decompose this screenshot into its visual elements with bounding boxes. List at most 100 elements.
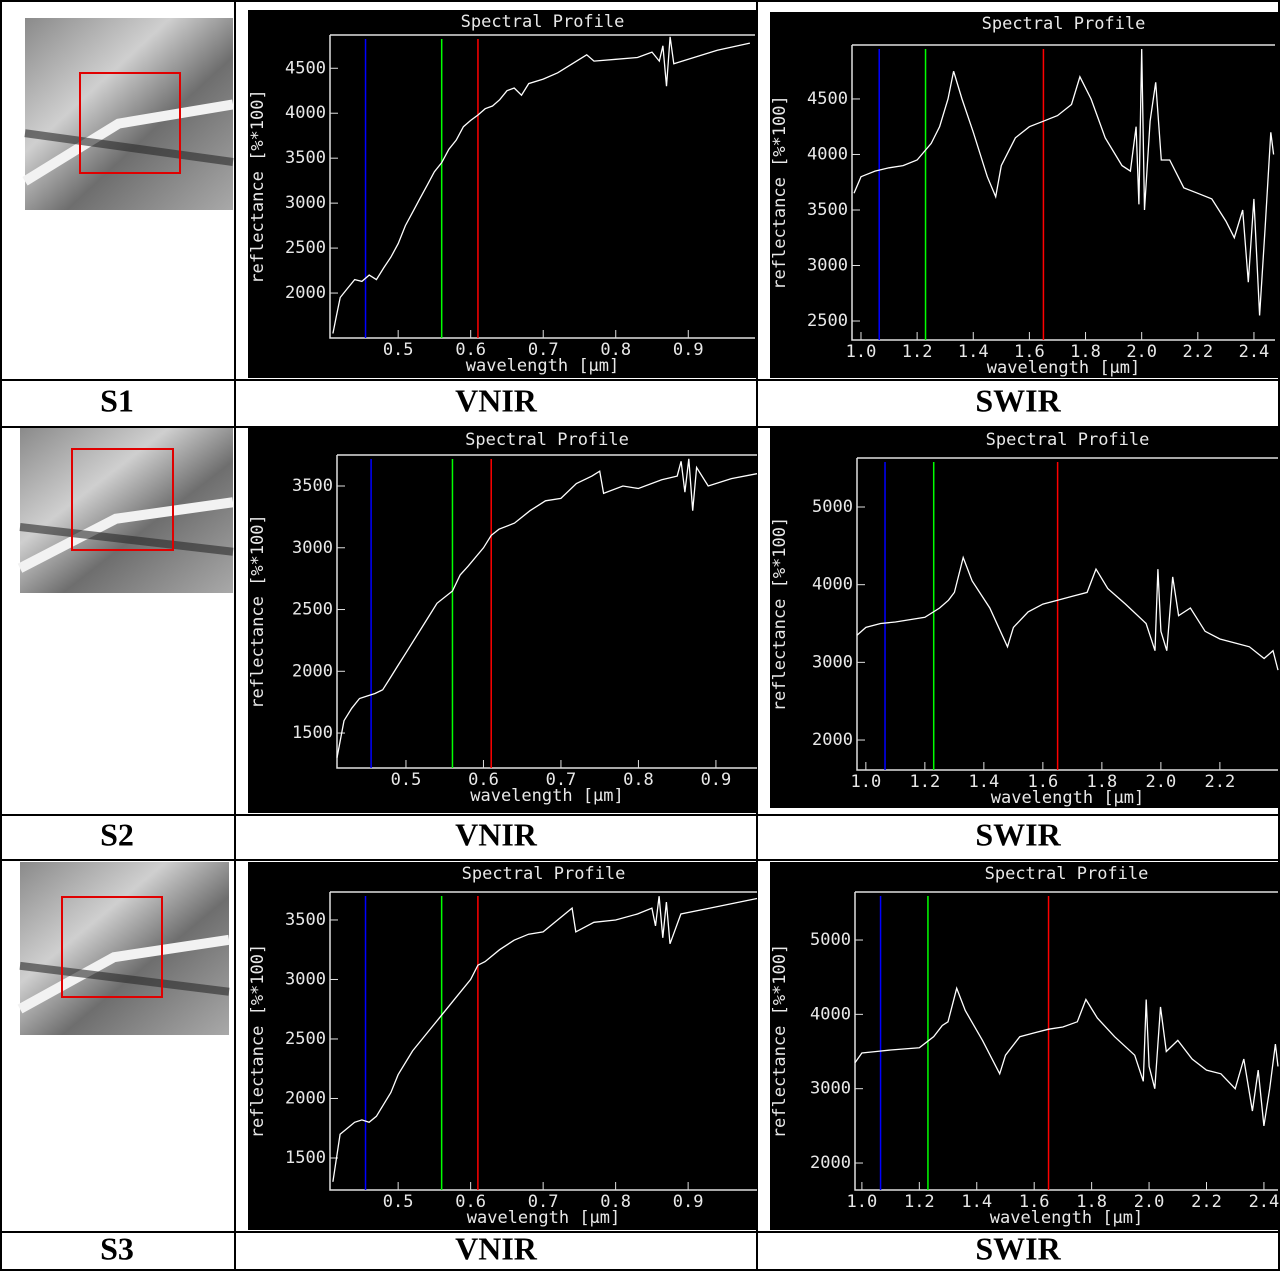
y-tick-label: 2000: [285, 283, 326, 303]
y-tick-label: 3500: [807, 200, 848, 220]
chart-title: Spectral Profile: [985, 864, 1149, 884]
x-tick-label: 0.9: [673, 340, 704, 360]
axis-frame: [329, 35, 755, 339]
y-axis-label: reflectance [%*100]: [770, 517, 790, 711]
x-tick-label: 2.0: [1126, 342, 1157, 362]
row-label: S3: [100, 1230, 134, 1266]
y-tick-label: 5000: [810, 930, 851, 950]
thumbnail-ridge: [17, 497, 234, 573]
thumbnail-shadow: [19, 961, 230, 996]
row-label: VNIR: [455, 382, 538, 418]
x-axis-label: wavelength [μm]: [990, 1208, 1144, 1228]
axis-frame: [854, 892, 1278, 1191]
x-tick-label: 2.4: [1239, 342, 1270, 362]
y-tick-label: 5000: [812, 497, 853, 517]
y-axis-label: reflectance [%*100]: [248, 944, 268, 1138]
row-label: SWIR: [975, 816, 1061, 852]
selection-box: [61, 896, 163, 998]
x-tick-label: 1.6: [1014, 342, 1045, 362]
y-tick-label: 3000: [807, 256, 848, 276]
chart-panel: [248, 428, 757, 813]
row-label: SWIR: [975, 1230, 1061, 1266]
y-tick-label: 3000: [285, 193, 326, 213]
row-label: VNIR: [455, 1230, 538, 1266]
y-tick-label: 3500: [285, 910, 326, 930]
x-axis-label: wavelength [μm]: [467, 1208, 621, 1228]
y-axis-label: reflectance [%*100]: [248, 89, 268, 283]
x-tick-label: 1.2: [904, 1192, 935, 1212]
x-tick-label: 2.0: [1134, 1192, 1165, 1212]
y-tick-label: 2000: [810, 1153, 851, 1173]
x-tick-label: 1.2: [902, 342, 933, 362]
x-tick-label: 0.7: [528, 1192, 559, 1212]
y-tick-label: 1500: [292, 723, 333, 743]
x-tick-label: 1.6: [1028, 772, 1059, 792]
x-tick-label: 1.0: [847, 1192, 878, 1212]
row-label: VNIR: [455, 816, 538, 852]
x-tick-label: 0.7: [528, 340, 559, 360]
thumbnail-shadow: [24, 129, 234, 166]
x-tick-label: 1.2: [909, 772, 940, 792]
y-tick-label: 1500: [285, 1148, 326, 1168]
y-tick-label: 4000: [812, 575, 853, 595]
chart-title: Spectral Profile: [982, 14, 1146, 34]
y-axis-label: reflectance [%*100]: [248, 514, 268, 708]
x-tick-label: 0.6: [455, 340, 486, 360]
x-tick-label: 1.0: [850, 772, 881, 792]
chart-title: Spectral Profile: [461, 12, 625, 32]
x-tick-label: 0.5: [383, 1192, 414, 1212]
x-tick-label: 1.6: [1019, 1192, 1050, 1212]
y-tick-label: 3500: [292, 476, 333, 496]
x-tick-label: 1.8: [1087, 772, 1118, 792]
y-tick-label: 2500: [285, 238, 326, 258]
y-tick-label: 2000: [292, 661, 333, 681]
y-tick-label: 2000: [812, 730, 853, 750]
y-axis-label: reflectance [%*100]: [770, 944, 790, 1138]
y-tick-label: 3000: [812, 652, 853, 672]
x-tick-label: 0.8: [623, 770, 654, 790]
selection-box: [79, 72, 181, 174]
x-tick-label: 1.8: [1070, 342, 1101, 362]
x-axis-label: wavelength [μm]: [987, 358, 1141, 378]
axis-frame: [336, 455, 757, 769]
x-tick-label: 0.5: [383, 340, 414, 360]
spectrum-line: [854, 986, 1279, 1127]
chart-panel: [770, 428, 1278, 808]
row-label: SWIR: [975, 382, 1061, 418]
y-tick-label: 2000: [285, 1088, 326, 1108]
x-tick-label: 0.6: [455, 1192, 486, 1212]
chart-panel: [248, 862, 757, 1230]
y-axis-label: reflectance [%*100]: [770, 95, 790, 289]
chart-panel: [248, 10, 757, 378]
y-tick-label: 4000: [810, 1004, 851, 1024]
x-tick-label: 0.6: [468, 770, 499, 790]
y-tick-label: 2500: [292, 600, 333, 620]
y-tick-label: 3000: [292, 538, 333, 558]
x-tick-label: 1.0: [846, 342, 877, 362]
row-label: S1: [100, 382, 134, 418]
axis-frame: [851, 45, 1275, 341]
x-tick-label: 0.7: [546, 770, 577, 790]
x-tick-label: 0.9: [701, 770, 732, 790]
x-tick-label: 1.4: [961, 1192, 992, 1212]
spectrum-line: [332, 896, 758, 1182]
y-tick-label: 3500: [285, 148, 326, 168]
x-tick-label: 0.5: [391, 770, 422, 790]
x-axis-label: wavelength [μm]: [991, 788, 1145, 808]
y-tick-label: 3000: [285, 969, 326, 989]
x-tick-label: 1.8: [1076, 1192, 1107, 1212]
x-tick-label: 2.0: [1146, 772, 1177, 792]
y-tick-label: 4500: [285, 58, 326, 78]
selection-box: [71, 448, 174, 551]
spectrum-line: [856, 555, 1279, 671]
chart-title: Spectral Profile: [986, 430, 1150, 450]
thumbnail-ridge: [17, 934, 230, 1014]
chart-title: Spectral Profile: [465, 430, 629, 450]
y-tick-label: 4500: [807, 89, 848, 109]
x-tick-label: 0.8: [600, 340, 631, 360]
chart-panel: [770, 12, 1278, 378]
x-tick-label: 0.8: [600, 1192, 631, 1212]
y-tick-label: 2500: [807, 311, 848, 331]
y-tick-label: 2500: [285, 1029, 326, 1049]
